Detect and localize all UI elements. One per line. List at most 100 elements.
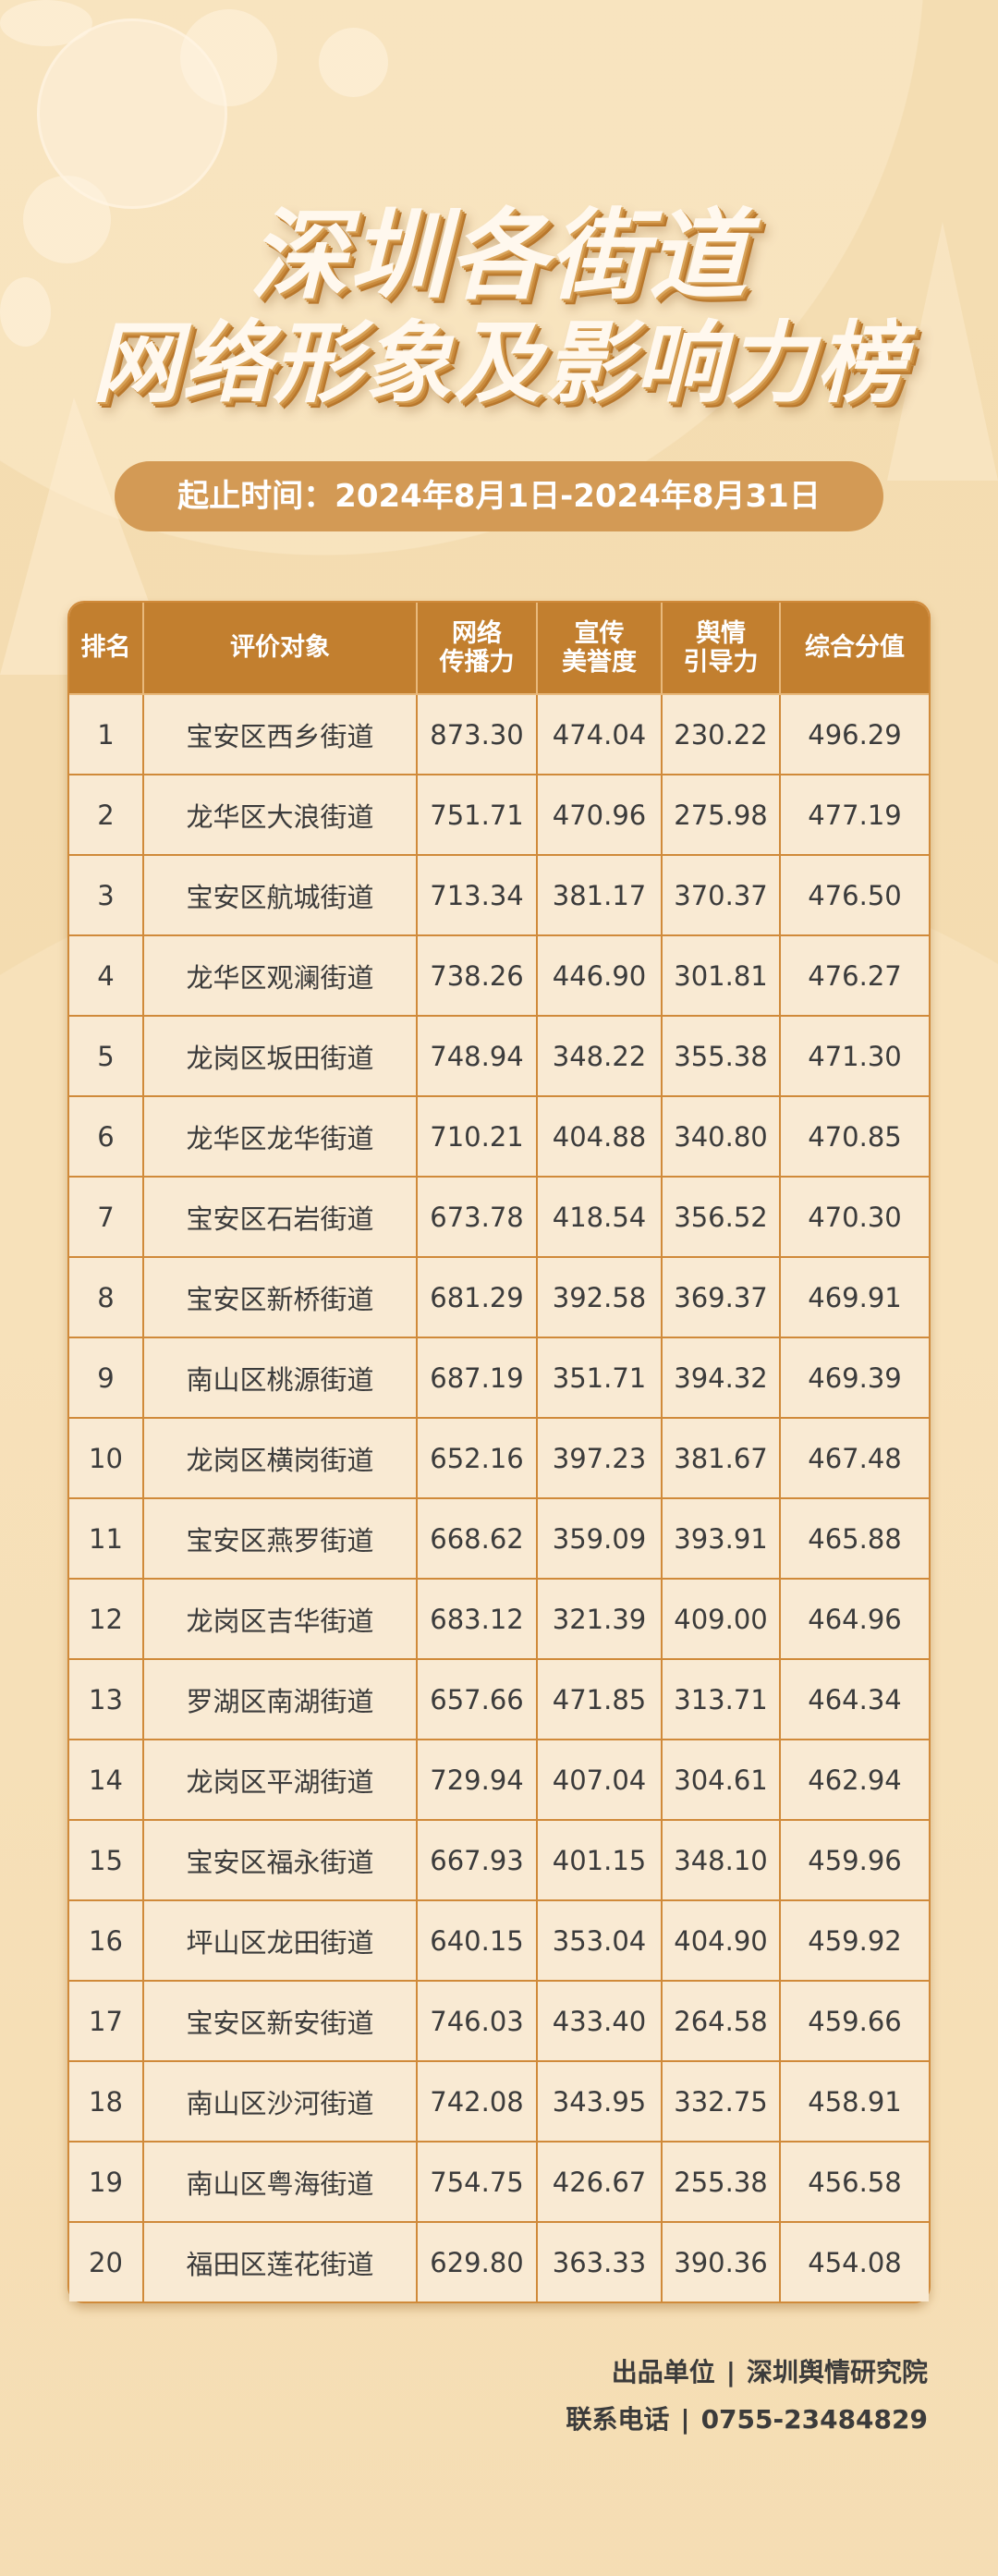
cell-composite-score: 464.34 — [779, 1658, 929, 1740]
cell-network-spread: 713.34 — [416, 854, 538, 936]
cell-target: 龙华区龙华街道 — [142, 1095, 418, 1178]
cell-composite-score: 469.91 — [779, 1256, 929, 1338]
cell-publicity-reputation: 363.33 — [536, 2221, 663, 2301]
table-header-row: 排名 评价对象 网络 传播力 宣传 美誉度 舆情 引导力 综合分值 — [69, 603, 929, 695]
cell-composite-score: 470.85 — [779, 1095, 929, 1178]
cell-publicity-reputation: 401.15 — [536, 1819, 663, 1901]
cell-network-spread: 754.75 — [416, 2141, 538, 2223]
cell-target: 龙岗区平湖街道 — [142, 1739, 418, 1821]
date-range-pill: 起止时间：2024年8月1日-2024年8月31日 — [115, 461, 883, 531]
cell-rank: 14 — [69, 1739, 144, 1821]
table-row: 16 坪山区龙田街道 640.15 353.04 404.90 459.92 — [69, 1899, 929, 1982]
table-row: 4 龙华区观澜街道 738.26 446.90 301.81 476.27 — [69, 934, 929, 1017]
table-row: 11 宝安区燕罗街道 668.62 359.09 393.91 465.88 — [69, 1497, 929, 1580]
title-line-1: 深圳各街道 — [250, 199, 748, 312]
cell-publicity-reputation: 321.39 — [536, 1578, 663, 1660]
cell-network-spread: 640.15 — [416, 1899, 538, 1982]
header-rank: 排名 — [69, 603, 144, 695]
cell-network-spread: 751.71 — [416, 774, 538, 856]
cell-rank: 6 — [69, 1095, 144, 1178]
cell-target: 南山区桃源街道 — [142, 1337, 418, 1419]
cell-target: 福田区莲花街道 — [142, 2221, 418, 2301]
cell-rank: 20 — [69, 2221, 144, 2301]
cell-network-spread: 657.66 — [416, 1658, 538, 1740]
cell-network-spread: 710.21 — [416, 1095, 538, 1178]
cell-network-spread: 668.62 — [416, 1497, 538, 1580]
cell-opinion-guidance: 369.37 — [661, 1256, 781, 1338]
cell-opinion-guidance: 304.61 — [661, 1739, 781, 1821]
table-row: 3 宝安区航城街道 713.34 381.17 370.37 476.50 — [69, 854, 929, 936]
table-row: 8 宝安区新桥街道 681.29 392.58 369.37 469.91 — [69, 1256, 929, 1338]
cell-opinion-guidance: 356.52 — [661, 1176, 781, 1258]
cell-target: 宝安区石岩街道 — [142, 1176, 418, 1258]
cell-publicity-reputation: 397.23 — [536, 1417, 663, 1499]
cell-publicity-reputation: 392.58 — [536, 1256, 663, 1338]
cell-opinion-guidance: 409.00 — [661, 1578, 781, 1660]
cell-composite-score: 467.48 — [779, 1417, 929, 1499]
cell-publicity-reputation: 470.96 — [536, 774, 663, 856]
cell-opinion-guidance: 255.38 — [661, 2141, 781, 2223]
cell-publicity-reputation: 348.22 — [536, 1015, 663, 1097]
cell-network-spread: 687.19 — [416, 1337, 538, 1419]
table-row: 6 龙华区龙华街道 710.21 404.88 340.80 470.85 — [69, 1095, 929, 1178]
cell-network-spread: 729.94 — [416, 1739, 538, 1821]
cell-rank: 10 — [69, 1417, 144, 1499]
cell-publicity-reputation: 426.67 — [536, 2141, 663, 2223]
cell-opinion-guidance: 381.67 — [661, 1417, 781, 1499]
cell-target: 南山区沙河街道 — [142, 2060, 418, 2143]
table-row: 14 龙岗区平湖街道 729.94 407.04 304.61 462.94 — [69, 1739, 929, 1821]
table-row: 18 南山区沙河街道 742.08 343.95 332.75 458.91 — [69, 2060, 929, 2143]
cloud-icon — [319, 28, 388, 97]
phone-number: 0755-23484829 — [700, 2404, 928, 2435]
cell-composite-score: 454.08 — [779, 2221, 929, 2301]
table-row: 5 龙岗区坂田街道 748.94 348.22 355.38 471.30 — [69, 1015, 929, 1097]
cell-network-spread: 673.78 — [416, 1176, 538, 1258]
cell-publicity-reputation: 407.04 — [536, 1739, 663, 1821]
header-network-spread: 网络 传播力 — [416, 603, 538, 695]
cell-target: 龙华区大浪街道 — [142, 774, 418, 856]
header-target: 评价对象 — [142, 603, 418, 695]
cell-opinion-guidance: 404.90 — [661, 1899, 781, 1982]
cell-rank: 18 — [69, 2060, 144, 2143]
cell-opinion-guidance: 390.36 — [661, 2221, 781, 2301]
cell-rank: 9 — [69, 1337, 144, 1419]
cell-composite-score: 476.50 — [779, 854, 929, 936]
cell-network-spread: 746.03 — [416, 1980, 538, 2062]
cell-composite-score: 470.30 — [779, 1176, 929, 1258]
cell-composite-score: 469.39 — [779, 1337, 929, 1419]
cell-publicity-reputation: 381.17 — [536, 854, 663, 936]
header-publicity-reputation: 宣传 美誉度 — [536, 603, 663, 695]
cell-opinion-guidance: 264.58 — [661, 1980, 781, 2062]
cell-rank: 11 — [69, 1497, 144, 1580]
cell-composite-score: 459.66 — [779, 1980, 929, 2062]
cell-opinion-guidance: 370.37 — [661, 854, 781, 936]
table-row: 1 宝安区西乡街道 873.30 474.04 230.22 496.29 — [69, 693, 929, 775]
cell-rank: 15 — [69, 1819, 144, 1901]
cell-publicity-reputation: 446.90 — [536, 934, 663, 1017]
producer-line: 出品单位 | 深圳舆情研究院 — [612, 2352, 928, 2389]
cell-opinion-guidance: 301.81 — [661, 934, 781, 1017]
cell-opinion-guidance: 275.98 — [661, 774, 781, 856]
cell-rank: 2 — [69, 774, 144, 856]
cell-publicity-reputation: 471.85 — [536, 1658, 663, 1740]
cell-opinion-guidance: 332.75 — [661, 2060, 781, 2143]
cell-publicity-reputation: 359.09 — [536, 1497, 663, 1580]
cell-network-spread: 683.12 — [416, 1578, 538, 1660]
cell-composite-score: 476.27 — [779, 934, 929, 1017]
cell-rank: 5 — [69, 1015, 144, 1097]
cell-publicity-reputation: 433.40 — [536, 1980, 663, 2062]
cell-rank: 19 — [69, 2141, 144, 2223]
cell-rank: 7 — [69, 1176, 144, 1258]
cell-network-spread: 681.29 — [416, 1256, 538, 1338]
server-icon — [0, 0, 92, 46]
cell-publicity-reputation: 343.95 — [536, 2060, 663, 2143]
cell-opinion-guidance: 313.71 — [661, 1658, 781, 1740]
title-line-2: 网络形象及影响力榜 — [91, 311, 907, 415]
cell-target: 罗湖区南湖街道 — [142, 1658, 418, 1740]
cell-composite-score: 465.88 — [779, 1497, 929, 1580]
table-row: 7 宝安区石岩街道 673.78 418.54 356.52 470.30 — [69, 1176, 929, 1258]
cell-composite-score: 462.94 — [779, 1739, 929, 1821]
cell-target: 宝安区航城街道 — [142, 854, 418, 936]
header-opinion-guidance: 舆情 引导力 — [661, 603, 781, 695]
cell-network-spread: 667.93 — [416, 1819, 538, 1901]
